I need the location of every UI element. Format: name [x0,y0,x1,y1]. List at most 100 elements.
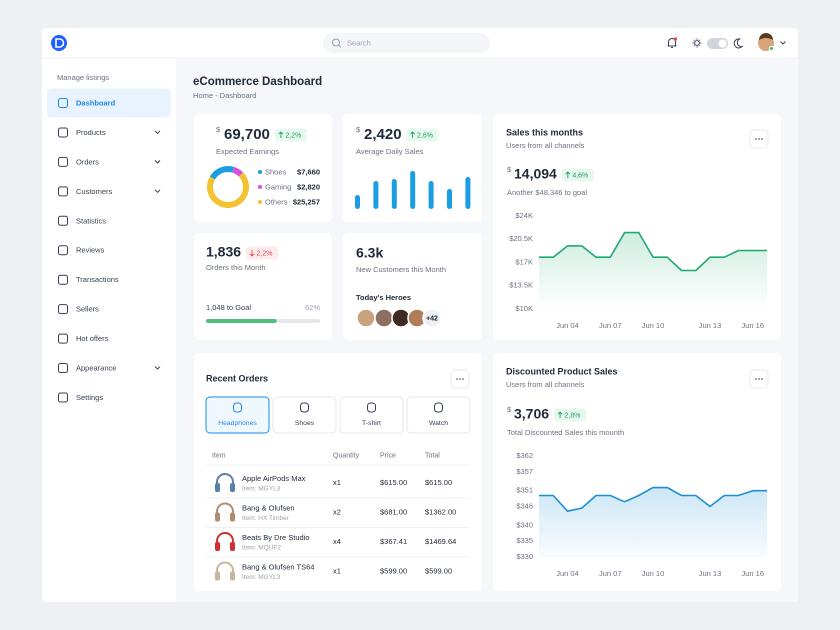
column-header: Price [380,452,396,459]
nav-item: Sellers [76,305,99,314]
arrow-up [565,171,571,178]
tab[interactable] [272,396,337,434]
column-header: Total [425,452,440,459]
change-badge [246,246,279,260]
y-tick-label: $20.5K [509,234,533,243]
total: $615.00 [425,478,452,487]
legend-dot [258,170,262,174]
product-image [215,571,220,581]
nav-item: Transactions [76,275,119,284]
nav-item: Dashboard [76,98,116,107]
change-value: 2,6% [417,132,433,139]
chart-title: Discounted Product Sales [506,366,618,376]
nav-icon[interactable] [58,274,68,285]
legend-dot [258,185,262,189]
chart-subtitle: Users from all channels [506,141,585,150]
menu-dot [758,378,760,380]
product-image [230,542,235,551]
more-heroes[interactable] [422,308,442,328]
currency-symbol: $ [216,125,221,134]
quantity: x4 [333,537,341,546]
stat-value: 14,094 [514,166,557,182]
tab[interactable] [205,396,270,434]
hero-avatar[interactable] [374,308,394,328]
product-sku: Item: MQUF2 [242,545,281,552]
stat-label: Orders this Month [206,263,266,272]
hero-avatar[interactable] [356,308,376,328]
quantity: x1 [333,566,341,575]
product-sku: Item: MGYL3 [242,486,281,493]
nav-icon[interactable] [58,156,68,167]
search-icon [338,44,342,48]
stat-value: 3,706 [514,406,549,422]
y-tick-label: $335 [516,536,533,545]
nav-icon[interactable] [58,363,68,374]
nav-icon[interactable] [58,215,68,226]
y-tick-label: $340 [516,520,533,529]
menu-dot [462,378,464,380]
heroes-title: Today's Heroes [356,293,411,302]
nav-icon[interactable] [58,392,68,403]
moon-icon[interactable] [733,38,744,49]
search-box[interactable] [323,33,490,53]
change-value: 2,8% [565,412,581,419]
tab[interactable] [339,396,404,434]
x-tick-label: Jun 07 [599,321,622,330]
area [539,487,767,557]
nav-chevron[interactable] [154,160,161,164]
y-tick-label: $362 [516,451,533,460]
x-tick-label: Jun 13 [699,321,722,330]
nav-chevron[interactable] [154,130,161,135]
total: $1469.64 [425,537,456,546]
bar [447,189,452,209]
progress-fill [206,319,277,323]
nav-icon[interactable] [58,304,68,315]
product-image [215,512,220,522]
nav-item: Products [76,128,106,137]
menu-dot [761,138,763,140]
product-image [216,502,234,516]
logo[interactable] [51,35,67,51]
nav-chevron[interactable] [154,189,161,194]
legend-value: $2,820 [297,182,320,191]
y-tick-label: $357 [516,467,533,476]
nav-icon[interactable] [58,333,68,344]
total: $599.00 [425,566,452,575]
sun-icon[interactable] [694,40,700,46]
legend-label: Gaming [265,182,291,191]
tab-icon [367,402,376,413]
nav-icon[interactable] [58,98,68,108]
nav-chevron[interactable] [154,366,161,370]
tab-label: T-shirt [362,420,381,427]
nav-icon[interactable] [58,127,68,138]
toggle-knob [718,39,727,48]
change-value: 2,2% [285,132,301,139]
arrow-up [410,131,416,138]
currency-symbol: $ [507,405,512,414]
x-tick-label: Jun 04 [556,569,579,578]
stat-label: New Customers this Month [356,265,446,274]
tab-icon [300,402,309,413]
menu-dot [761,378,763,380]
breadcrumb: Home - Dashboard [193,91,256,100]
nav-item: Hot offers [76,334,109,343]
card-title: Recent Orders [206,373,268,383]
column-header: Item [212,452,226,459]
chart-title: Sales this months [506,127,583,137]
bar [410,171,416,209]
user-menu-chevron[interactable] [780,41,786,45]
nav-item: Settings [76,393,103,402]
nav-icon[interactable] [58,186,68,197]
tab-icon [233,402,242,413]
nav-icon[interactable] [58,245,68,256]
stat-label: Expected Earnings [216,147,279,156]
donut-segment [207,166,249,208]
change-value: 4,6% [572,172,588,179]
arrow-up [557,411,563,418]
menu-dot [758,138,760,140]
y-tick-label: $351 [516,486,533,495]
line [539,231,767,272]
tab[interactable] [406,396,471,434]
stat-value: 6.3k [356,245,383,261]
price: $367.41 [380,537,407,546]
